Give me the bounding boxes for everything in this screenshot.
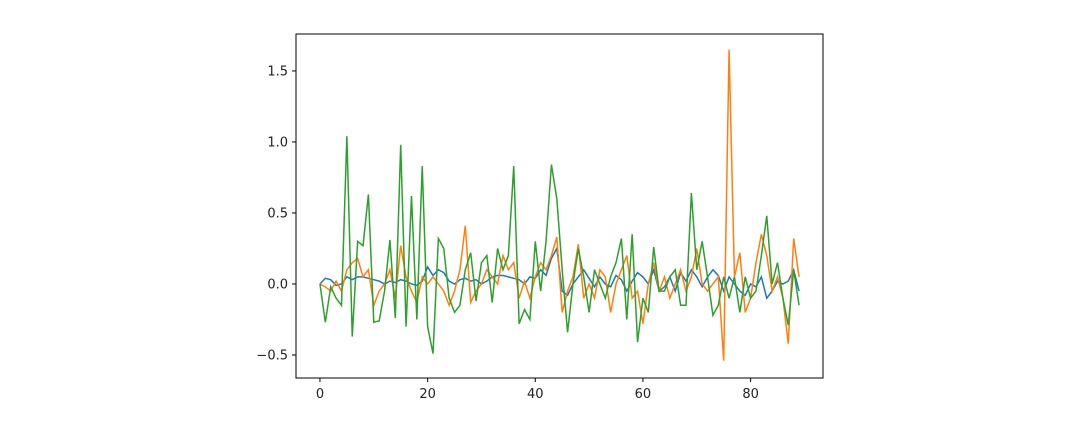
y-tick-label: 1.5 xyxy=(267,64,288,79)
y-tick-label: 0.5 xyxy=(267,206,288,221)
y-tick-label: −0.5 xyxy=(256,348,288,363)
y-tick-label: 1.0 xyxy=(267,135,288,150)
x-tick-label: 80 xyxy=(742,387,759,402)
y-tick-label: 0.0 xyxy=(267,277,288,292)
series-line xyxy=(319,49,800,361)
plot-frame xyxy=(295,33,824,379)
x-tick-label: 40 xyxy=(527,387,544,402)
x-tick-label: 20 xyxy=(419,387,436,402)
x-tick-label: 0 xyxy=(316,387,324,402)
x-tick-label: 60 xyxy=(635,387,652,402)
series-line xyxy=(319,136,800,354)
